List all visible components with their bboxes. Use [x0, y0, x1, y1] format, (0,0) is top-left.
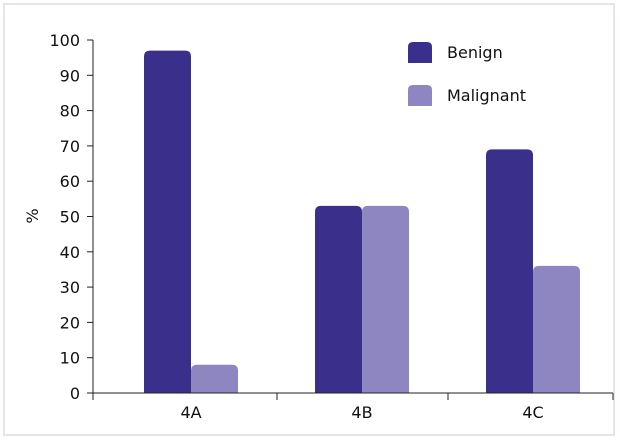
y-tick-label-60: 60 — [60, 172, 80, 191]
y-ticks-group: 0 10 20 30 40 50 60 70 80 90 100 — [49, 31, 93, 403]
legend: Benign Malignant — [408, 42, 526, 106]
y-tick-label-50: 50 — [60, 208, 80, 227]
y-tick-label-40: 40 — [60, 243, 80, 262]
y-tick-label-20: 20 — [60, 313, 80, 332]
y-tick-label-100: 100 — [49, 31, 80, 50]
y-tick-label-0: 0 — [70, 384, 80, 403]
bar-benign-4a — [144, 50, 191, 394]
bars-group — [144, 50, 580, 394]
legend-swatch-malignant — [408, 85, 432, 106]
y-tick-label-30: 30 — [60, 278, 80, 297]
bar-malignant-4b — [362, 205, 409, 393]
legend-swatch-benign — [408, 42, 432, 63]
x-tick-label-4c: 4C — [522, 403, 543, 422]
y-tick-label-90: 90 — [60, 66, 80, 85]
y-tick-label-10: 10 — [60, 349, 80, 368]
x-tick-label-4a: 4A — [180, 403, 201, 422]
y-tick-label-70: 70 — [60, 137, 80, 156]
bar-benign-4c — [486, 149, 533, 393]
bar-malignant-4c — [533, 265, 580, 393]
x-ticks-group: 4A 4B 4C — [92, 393, 614, 422]
y-tick-label-80: 80 — [60, 102, 80, 121]
x-tick-label-4b: 4B — [351, 403, 372, 422]
bar-benign-4b — [315, 205, 362, 393]
legend-label-benign: Benign — [447, 43, 503, 62]
bar-malignant-4a — [191, 364, 238, 393]
y-axis-label: % — [23, 208, 42, 223]
legend-label-malignant: Malignant — [447, 86, 526, 105]
